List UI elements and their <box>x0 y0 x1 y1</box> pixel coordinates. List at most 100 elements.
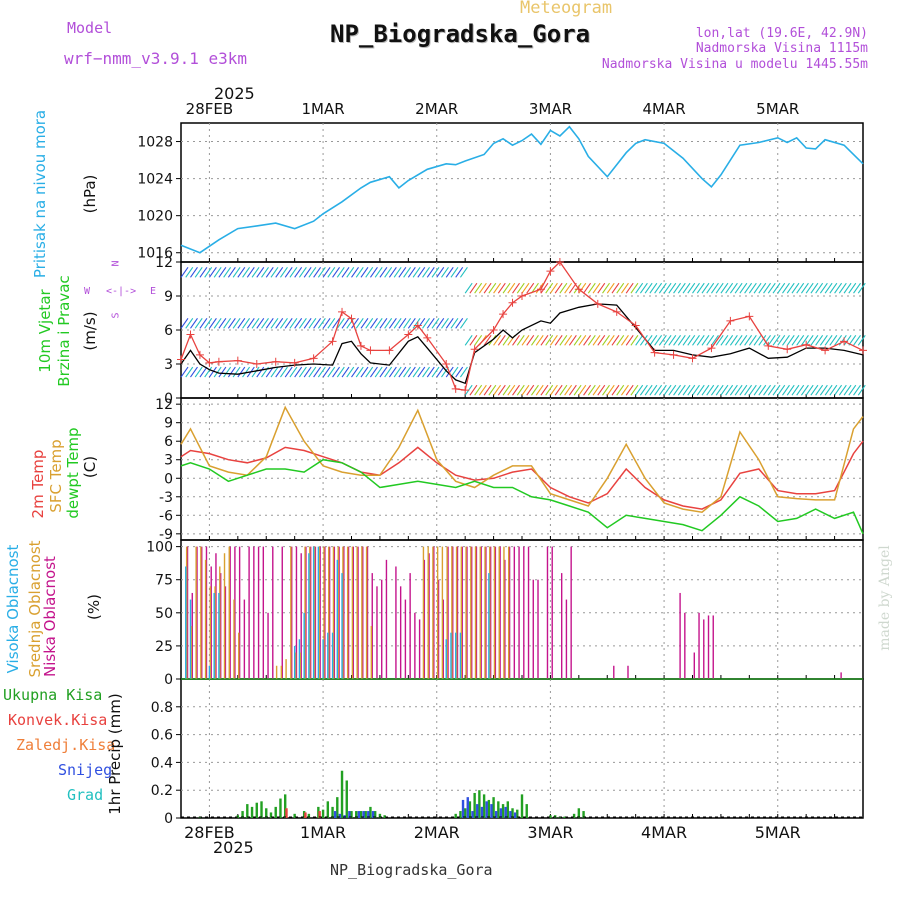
precip-snow-bar-32 <box>338 813 342 818</box>
wind-barb-0-124 <box>767 282 776 294</box>
wind-barb-0-71 <box>516 282 525 294</box>
compass-e-label: E <box>150 286 157 297</box>
wind-barb-2-72 <box>521 384 530 396</box>
wind-barb-1-4 <box>199 318 208 329</box>
wind-barb-0-66 <box>493 282 502 294</box>
wind-barb-2-6 <box>208 366 217 378</box>
wind-barb-1-55 <box>441 318 449 329</box>
wind-barb-2-21 <box>280 366 288 378</box>
wind-barb-2-42 <box>379 366 388 378</box>
wind-barb-1-20 <box>275 318 284 329</box>
bottom-date-28FEB: 28FEB <box>184 823 235 842</box>
wind-barb-0-30 <box>322 267 331 278</box>
wind-barb-2-28 <box>313 366 322 378</box>
wind-barb-2-96 <box>635 384 644 396</box>
wind-barb-0-35 <box>346 267 355 278</box>
precip-snow-bar-36 <box>357 811 361 818</box>
wind-barb-0-17 <box>261 267 269 278</box>
wind-barb-1-24 <box>294 318 303 329</box>
wind-barb-1-132 <box>805 335 814 346</box>
wind-barb-2-79 <box>554 384 563 396</box>
wind-barb-1-1 <box>185 318 194 329</box>
ytick-label-clouds-3: 75 <box>155 573 173 589</box>
ytick-label-wind-4: 12 <box>155 255 173 271</box>
wind-barb-0-43 <box>384 267 393 278</box>
wind-barb-2-108 <box>692 384 700 396</box>
wind-barb-2-22 <box>284 366 293 378</box>
wind-barb-0-72 <box>521 282 530 294</box>
precip-conv-bar-21 <box>285 808 288 818</box>
top-date-1MAR: 1MAR <box>301 100 344 118</box>
wind-barb-2-18 <box>265 366 274 378</box>
wind-barb-2-62 <box>474 384 483 396</box>
wind-barb-2-36 <box>351 366 359 378</box>
wind-barb-2-49 <box>412 366 421 378</box>
wind-barb-2-54 <box>436 366 445 378</box>
precip-conv-bar-28 <box>318 811 321 818</box>
wind-barb-0-58 <box>455 267 464 278</box>
wind-barb-0-67 <box>497 282 506 294</box>
wind-barb-2-123 <box>763 384 771 396</box>
wind-barb-2-110 <box>701 384 710 396</box>
wind-barb-2-142 <box>853 384 861 396</box>
legend-snow: Snijeg <box>58 761 113 779</box>
wind-barb-0-114 <box>720 282 729 294</box>
wind-barb-2-10 <box>227 366 236 378</box>
wind-barb-1-143 <box>857 335 866 346</box>
wind-barb-1-82 <box>568 335 577 346</box>
wind-barb-1-100 <box>654 335 663 346</box>
wind-barb-2-70 <box>512 384 520 396</box>
wind-barb-2-80 <box>559 384 568 396</box>
wind-barb-0-48 <box>407 267 416 278</box>
wind-barb-0-125 <box>772 282 781 294</box>
wind-gust-marker-15 <box>385 346 394 355</box>
ytick-label-precip-1: 0.2 <box>151 783 173 799</box>
wind-barb-2-64 <box>483 384 492 396</box>
wind-barb-1-129 <box>791 335 800 346</box>
sfc-temp-line <box>180 405 864 513</box>
wind-barb-2-53 <box>431 366 440 378</box>
wind-barb-0-36 <box>351 267 359 278</box>
precip-total-bar-65 <box>492 797 495 818</box>
wind-barb-2-113 <box>715 384 724 396</box>
wind-barb-1-19 <box>270 318 279 329</box>
wind-barb-2-33 <box>336 366 345 378</box>
wind-barb-1-21 <box>280 318 288 329</box>
wind-barb-2-126 <box>777 384 786 396</box>
wind-barb-1-18 <box>265 318 274 329</box>
wind-barb-0-44 <box>388 267 397 278</box>
wind-barb-2-61 <box>469 384 478 396</box>
precip-total-bar-29 <box>321 809 325 818</box>
wind-barb-0-5 <box>204 267 213 278</box>
wind-barb-1-52 <box>426 318 435 329</box>
wind-barb-0-94 <box>625 282 634 294</box>
wind-barb-1-10 <box>227 318 236 329</box>
wind-barb-0-100 <box>654 282 663 294</box>
wind-barb-0-122 <box>758 282 767 294</box>
wind-gust-marker-41 <box>783 345 792 354</box>
wind-gust-marker-4 <box>214 357 223 366</box>
wind-gust-marker-44 <box>840 337 849 346</box>
wind-barb-1-68 <box>502 335 511 346</box>
wind-speed-line <box>180 303 864 385</box>
precip-snow-bar-61 <box>476 804 479 818</box>
wind-barb-1-3 <box>194 318 203 329</box>
wind-barb-2-40 <box>369 366 378 378</box>
wind-gust-marker-30 <box>574 285 583 294</box>
wind-gust-marker-22 <box>470 345 479 354</box>
wind-barb-1-137 <box>829 335 838 346</box>
wind-barb-2-83 <box>573 384 582 396</box>
wind-gust-marker-3 <box>205 358 214 367</box>
wind-barb-2-2 <box>190 366 198 378</box>
wind-barb-0-63 <box>478 282 487 294</box>
wind-gust-marker-10 <box>328 337 337 346</box>
wind-barb-1-118 <box>739 335 748 346</box>
wind-barb-1-14 <box>246 318 255 329</box>
wind-gust-marker-35 <box>669 350 678 359</box>
wind-barb-2-57 <box>450 366 459 378</box>
wind-barb-2-82 <box>568 384 577 396</box>
wind-barb-2-111 <box>706 384 715 396</box>
wind-barb-0-52 <box>426 267 435 278</box>
wind-barb-1-126 <box>777 335 786 346</box>
wind-barb-1-60 <box>464 335 473 346</box>
